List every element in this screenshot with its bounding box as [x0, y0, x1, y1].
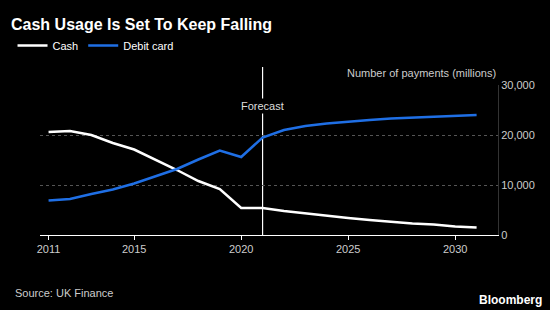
svg-text:Cash Usage Is Set To Keep Fall: Cash Usage Is Set To Keep Falling: [11, 16, 272, 33]
svg-text:Source: UK Finance: Source: UK Finance: [15, 287, 113, 299]
svg-text:Bloomberg: Bloomberg: [479, 293, 542, 307]
svg-text:20,000: 20,000: [501, 129, 535, 141]
svg-text:2030: 2030: [443, 243, 467, 255]
svg-text:Forecast: Forecast: [241, 100, 284, 112]
svg-text:0: 0: [501, 229, 507, 241]
svg-text:Number of payments (millions): Number of payments (millions): [347, 67, 496, 79]
svg-text:Debit card: Debit card: [123, 40, 173, 52]
svg-text:10,000: 10,000: [501, 179, 535, 191]
svg-text:2015: 2015: [122, 243, 146, 255]
svg-text:2011: 2011: [37, 243, 61, 255]
svg-text:30,000: 30,000: [501, 79, 535, 91]
svg-text:2020: 2020: [229, 243, 253, 255]
svg-text:Cash: Cash: [53, 40, 79, 52]
svg-text:2025: 2025: [336, 243, 360, 255]
